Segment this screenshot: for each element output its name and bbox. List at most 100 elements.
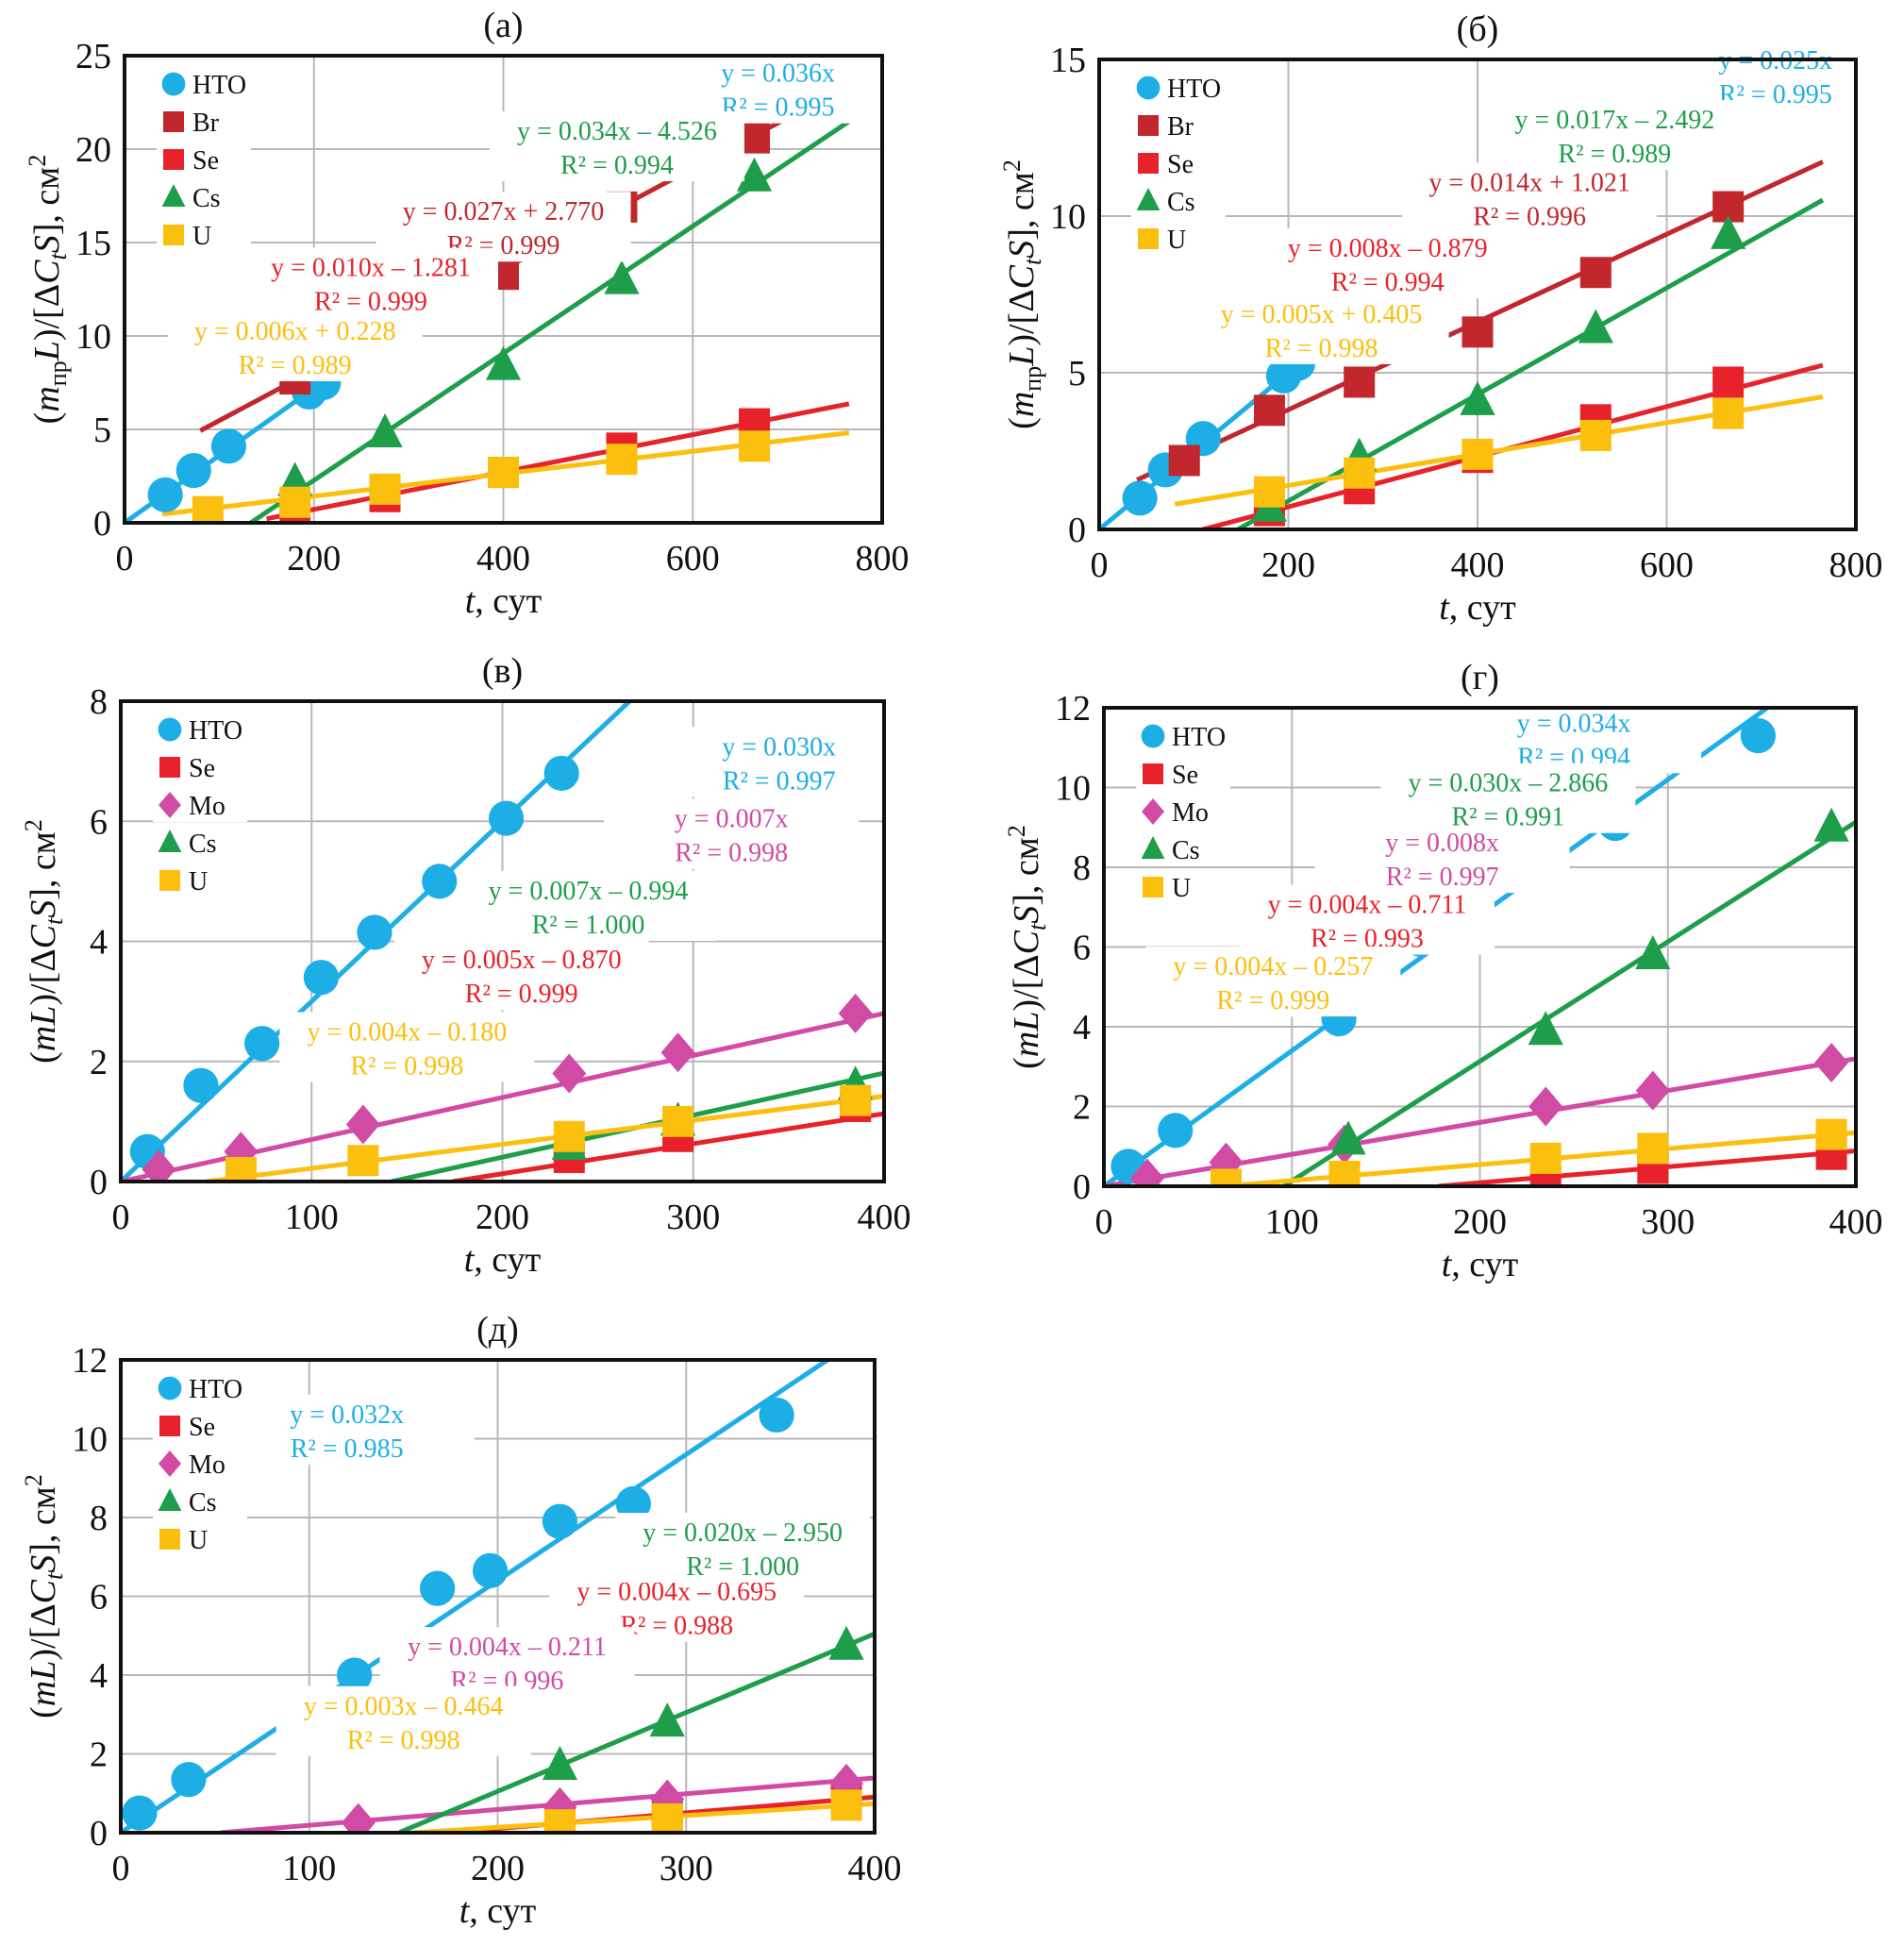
data-point-hto	[303, 960, 339, 996]
legend-marker-se	[163, 149, 184, 170]
data-point-br	[1253, 394, 1285, 427]
fit-line-cs	[1237, 197, 1825, 529]
legend-label-cs: Cs	[1172, 836, 1200, 865]
equation-background	[1487, 100, 1743, 171]
legend-marker-se	[1138, 153, 1159, 174]
equation-label-mo: y = 0.004x – 0.211	[408, 1633, 607, 1662]
data-point-cs	[1528, 1011, 1563, 1046]
panel-title: (г)	[1461, 658, 1499, 697]
data-point-u	[662, 1105, 694, 1137]
legend-marker-cs	[1141, 836, 1165, 859]
equation-label-se: y = 0.010x – 1.281	[271, 254, 471, 283]
legend-label-se: Se	[189, 754, 215, 783]
r2-label-mo: R² = 0.997	[1386, 863, 1499, 892]
x-tick-label: 200	[476, 1198, 529, 1237]
panel-title: (в)	[482, 651, 523, 691]
legend-label-br: Br	[192, 109, 220, 138]
x-tick-label: 800	[1829, 545, 1883, 585]
panel-title: (a)	[483, 6, 523, 45]
y-axis-label: (mпрL)/[ΔCtS], см2	[24, 155, 72, 425]
equation-background	[1446, 703, 1702, 774]
data-point-u	[225, 1156, 257, 1182]
y-tick-label: 4	[1073, 1008, 1091, 1048]
r2-label-cs: R² = 0.994	[560, 151, 674, 180]
x-tick-label: 0	[1095, 1202, 1113, 1242]
equation-background	[1145, 947, 1401, 1017]
data-point-hto	[488, 800, 525, 836]
data-point-br	[1344, 366, 1376, 398]
x-tick-label: 0	[112, 1849, 130, 1888]
equation-label-hto: y = 0.030x	[722, 732, 836, 762]
fit-line-cs	[1282, 819, 1856, 1186]
x-tick-label: 200	[287, 539, 341, 578]
data-point-u	[1712, 397, 1745, 429]
legend-label-hto: HTO	[189, 1375, 242, 1404]
data-point-u	[1529, 1142, 1562, 1174]
data-point-u	[488, 457, 519, 489]
r2-label-cs: R² = 1.000	[532, 911, 645, 940]
data-point-cs	[542, 1746, 578, 1781]
r2-label-cs: R² = 0.989	[1558, 140, 1671, 169]
equation-label-cs: y = 0.017x – 2.492	[1514, 106, 1714, 135]
x-tick-label: 100	[282, 1849, 336, 1888]
r2-label-hto: R² = 0.985	[291, 1434, 404, 1464]
data-point-mo	[345, 1104, 380, 1145]
panel-title: (б)	[1457, 9, 1499, 49]
equation-background	[1260, 228, 1515, 299]
x-tick-label: 600	[1640, 545, 1694, 585]
y-tick-label: 10	[1050, 197, 1086, 237]
y-tick-label: 10	[1055, 769, 1091, 809]
legend-marker-hto	[1136, 75, 1161, 100]
data-point-hto	[244, 1026, 280, 1062]
data-point-mo	[1635, 1070, 1670, 1111]
fit-line-u	[412, 1801, 875, 1833]
equation-background	[279, 1012, 535, 1082]
equation-background	[393, 940, 649, 1011]
data-point-u	[606, 444, 638, 476]
markers	[122, 1397, 864, 1833]
data-point-br	[1579, 257, 1612, 289]
r2-label-se: R² = 0.988	[620, 1612, 733, 1641]
legend-label-se: Se	[1172, 761, 1198, 790]
equation-label-br: y = 0.014x + 1.021	[1428, 168, 1630, 197]
legend: HTO Se Mo Cs U	[153, 1371, 247, 1556]
legend-label-mo: Mo	[189, 1450, 225, 1480]
fit-line-u	[206, 1094, 884, 1182]
data-point-mo	[1528, 1086, 1563, 1127]
equation-background	[460, 870, 716, 941]
x-tick-label: 0	[116, 539, 134, 578]
data-point-mo	[838, 993, 873, 1033]
markers	[1122, 191, 1746, 527]
data-point-cs	[1460, 380, 1495, 415]
legend-label-br: Br	[1167, 112, 1194, 142]
legend-label-cs: Cs	[1167, 188, 1195, 217]
plot-frame	[1097, 58, 1858, 531]
legend-label-cs: Cs	[189, 830, 217, 859]
y-tick-label: 10	[72, 1420, 108, 1460]
legend-marker-hto	[1141, 724, 1165, 748]
data-point-mo	[552, 1053, 587, 1094]
equation-background	[651, 727, 907, 797]
y-tick-label: 2	[1073, 1088, 1091, 1128]
x-axis-label: t, сут	[459, 1891, 537, 1931]
equation-label-hto: y = 0.036x	[721, 59, 835, 89]
data-point-hto	[1740, 717, 1776, 754]
data-point-u	[738, 430, 770, 462]
data-point-u	[1344, 457, 1376, 489]
y-tick-label: 12	[72, 1341, 108, 1381]
y-tick-label: 4	[90, 923, 108, 963]
x-tick-label: 600	[666, 539, 720, 578]
r2-label-se: R² = 0.999	[465, 980, 578, 1009]
equation-background	[604, 798, 860, 869]
y-tick-label: 8	[90, 1499, 108, 1538]
legend-label-u: U	[189, 1526, 208, 1555]
data-point-u	[1815, 1118, 1847, 1150]
y-tick-label: 6	[1073, 929, 1091, 968]
x-tick-label: 300	[660, 1849, 713, 1888]
r2-label-u: R² = 0.998	[1265, 334, 1378, 363]
data-point-cs	[485, 345, 522, 380]
x-tick-label: 100	[285, 1198, 339, 1237]
r2-label-se: R² = 0.994	[1331, 268, 1445, 297]
data-point-cs	[1635, 934, 1671, 969]
legend-marker-mo	[159, 1450, 181, 1477]
